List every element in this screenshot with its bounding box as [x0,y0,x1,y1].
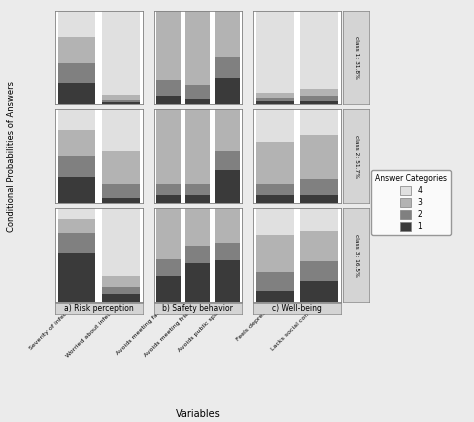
Bar [256,235,294,272]
Bar [301,89,338,96]
Bar [58,156,95,177]
Bar [102,208,140,276]
Text: b) Safety behavior: b) Safety behavior [163,304,233,313]
Bar [301,96,338,101]
Bar [102,287,140,294]
Bar [215,151,240,170]
Bar [301,281,338,302]
Text: Variables: Variables [175,408,220,419]
Bar [215,78,240,104]
Bar [185,208,210,246]
Bar [215,11,240,57]
Bar [102,198,140,203]
Bar [301,179,338,195]
Bar [301,195,338,203]
Bar [156,184,181,195]
Bar [156,80,181,96]
Bar [102,100,140,102]
Bar [58,219,95,233]
Bar [58,37,95,63]
Bar [256,290,294,302]
Bar [102,102,140,104]
Bar [256,109,294,142]
Text: c) Well-being: c) Well-being [272,304,322,313]
Text: class 2: 51.7%: class 2: 51.7% [354,135,359,178]
Bar [102,151,140,184]
Bar [215,208,240,243]
Bar [156,11,181,80]
Bar [301,11,338,89]
Bar [102,95,140,100]
Bar [58,63,95,84]
Bar [58,84,95,104]
Bar [58,177,95,203]
Bar [256,195,294,203]
Bar [215,243,240,260]
Bar [58,253,95,302]
Bar [185,246,210,262]
Bar [301,208,338,231]
Bar [215,260,240,302]
Bar [156,109,181,184]
Bar [58,11,95,37]
Bar [215,109,240,151]
Bar [256,184,294,195]
Bar [301,109,338,135]
Bar [256,272,294,290]
Text: Conditional Probabilities of Answers: Conditional Probabilities of Answers [8,81,16,232]
Bar [185,11,210,85]
Bar [102,184,140,198]
Bar [185,99,210,104]
Bar [301,261,338,281]
Bar [256,93,294,98]
Bar [185,195,210,203]
Bar [256,11,294,93]
Bar [102,109,140,151]
Bar [185,85,210,99]
Text: a) Risk perception: a) Risk perception [64,304,134,313]
Bar [301,101,338,104]
Bar [102,294,140,302]
Bar [256,208,294,235]
Bar [256,98,294,101]
Text: class 1: 31.8%: class 1: 31.8% [354,36,359,78]
Bar [156,195,181,203]
Bar [185,184,210,195]
Bar [156,276,181,302]
Bar [156,259,181,276]
Bar [256,101,294,104]
Bar [185,262,210,302]
Bar [301,231,338,261]
Bar [215,57,240,78]
Bar [58,109,95,130]
Bar [102,11,140,95]
Bar [256,142,294,184]
Bar [58,208,95,219]
Legend: 4, 3, 2, 1: 4, 3, 2, 1 [371,170,451,235]
Bar [58,130,95,156]
Bar [301,135,338,179]
Bar [185,109,210,184]
Bar [215,170,240,203]
Bar [156,96,181,104]
Text: class 3: 16.5%: class 3: 16.5% [354,234,359,276]
Bar [58,233,95,253]
Bar [102,276,140,287]
Bar [156,208,181,259]
